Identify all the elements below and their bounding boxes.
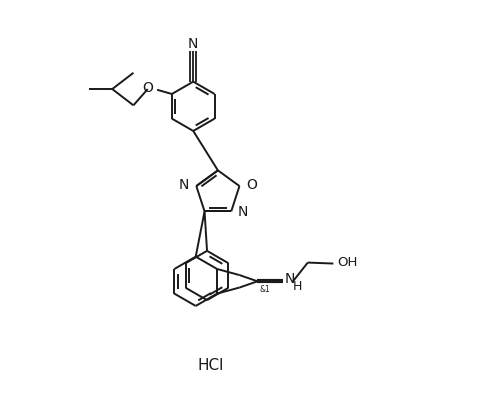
Text: O: O bbox=[142, 81, 153, 95]
Text: OH: OH bbox=[337, 256, 357, 269]
Text: H: H bbox=[293, 280, 302, 293]
Text: N: N bbox=[179, 178, 190, 192]
Text: N: N bbox=[188, 37, 198, 51]
Text: N: N bbox=[285, 272, 295, 286]
Text: &1: &1 bbox=[260, 285, 271, 294]
Text: O: O bbox=[246, 178, 257, 192]
Text: HCl: HCl bbox=[197, 357, 224, 372]
Text: N: N bbox=[238, 205, 248, 219]
